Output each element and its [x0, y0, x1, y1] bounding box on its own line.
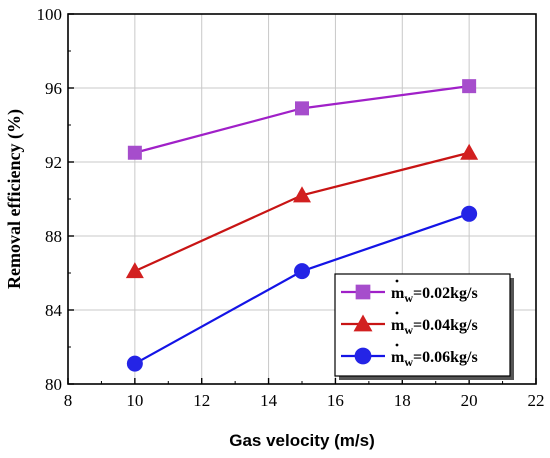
legend-marker — [353, 314, 373, 332]
legend-item: mw=0.06kg/s — [341, 343, 478, 369]
x-tick-label: 20 — [461, 391, 478, 410]
legend-label: mw=0.06kg/s — [391, 349, 478, 369]
y-tick-label: 100 — [37, 5, 63, 24]
y-axis-title: Removal efficiency (%) — [4, 109, 25, 289]
y-tick-label: 96 — [45, 79, 62, 98]
series-group — [125, 79, 479, 372]
data-point — [126, 355, 143, 372]
x-tick-label: 14 — [260, 391, 278, 410]
x-tick-label: 22 — [528, 391, 545, 410]
data-point — [462, 79, 477, 94]
data-point — [460, 143, 479, 160]
x-axis-title: Gas velocity (m/s) — [229, 431, 375, 450]
series-line — [134, 85, 470, 154]
x-tick-label: 10 — [126, 391, 143, 410]
legend-label: mw=0.04kg/s — [391, 317, 478, 337]
legend-dot-accent — [395, 311, 399, 315]
series-2 — [125, 143, 479, 279]
legend: mw=0.02kg/s mw=0.04kg/s mw=0.06kg/s — [334, 273, 514, 380]
x-tick-label: 18 — [394, 391, 411, 410]
data-point — [127, 145, 142, 160]
data-point — [295, 101, 309, 116]
legend-label: mw=0.02kg/s — [391, 285, 478, 305]
legend-dot-accent — [395, 343, 399, 347]
y-tick-label: 80 — [45, 375, 62, 394]
y-tick-label: 88 — [45, 227, 62, 246]
data-point — [294, 263, 310, 280]
legend-marker — [355, 284, 371, 300]
data-point — [293, 186, 311, 203]
legend-item: mw=0.02kg/s — [341, 279, 478, 305]
data-point — [461, 205, 478, 222]
series-line — [134, 151, 470, 273]
x-tick-label: 16 — [327, 391, 344, 410]
series-1 — [127, 79, 477, 160]
y-tick-label: 84 — [45, 301, 63, 320]
x-tick-label: 12 — [193, 391, 210, 410]
axis-ticks: 8 10 12 14 16 18 20 22 80 84 88 92 96 100 — [37, 5, 545, 410]
legend-item: mw=0.04kg/s — [341, 311, 478, 337]
y-tick-label: 92 — [45, 153, 62, 172]
x-tick-label: 8 — [64, 391, 73, 410]
data-point — [125, 262, 144, 279]
legend-dot-accent — [395, 279, 399, 283]
series-3 — [126, 205, 478, 372]
legend-marker — [354, 347, 372, 365]
